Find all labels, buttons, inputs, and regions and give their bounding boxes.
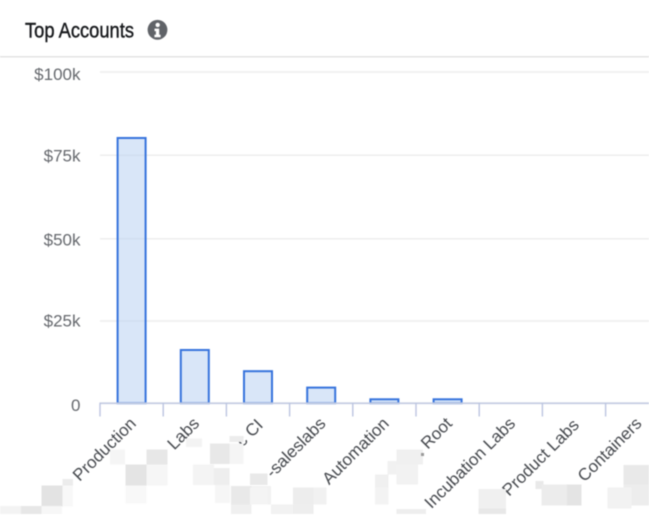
svg-text:Top Accounts: Top Accounts	[25, 20, 134, 43]
svg-text:0: 0	[71, 396, 80, 415]
svg-text:$50k: $50k	[44, 230, 81, 249]
svg-text:$100k: $100k	[34, 65, 81, 84]
svg-text:$25k: $25k	[44, 311, 81, 330]
svg-text:$75k: $75k	[44, 147, 81, 166]
